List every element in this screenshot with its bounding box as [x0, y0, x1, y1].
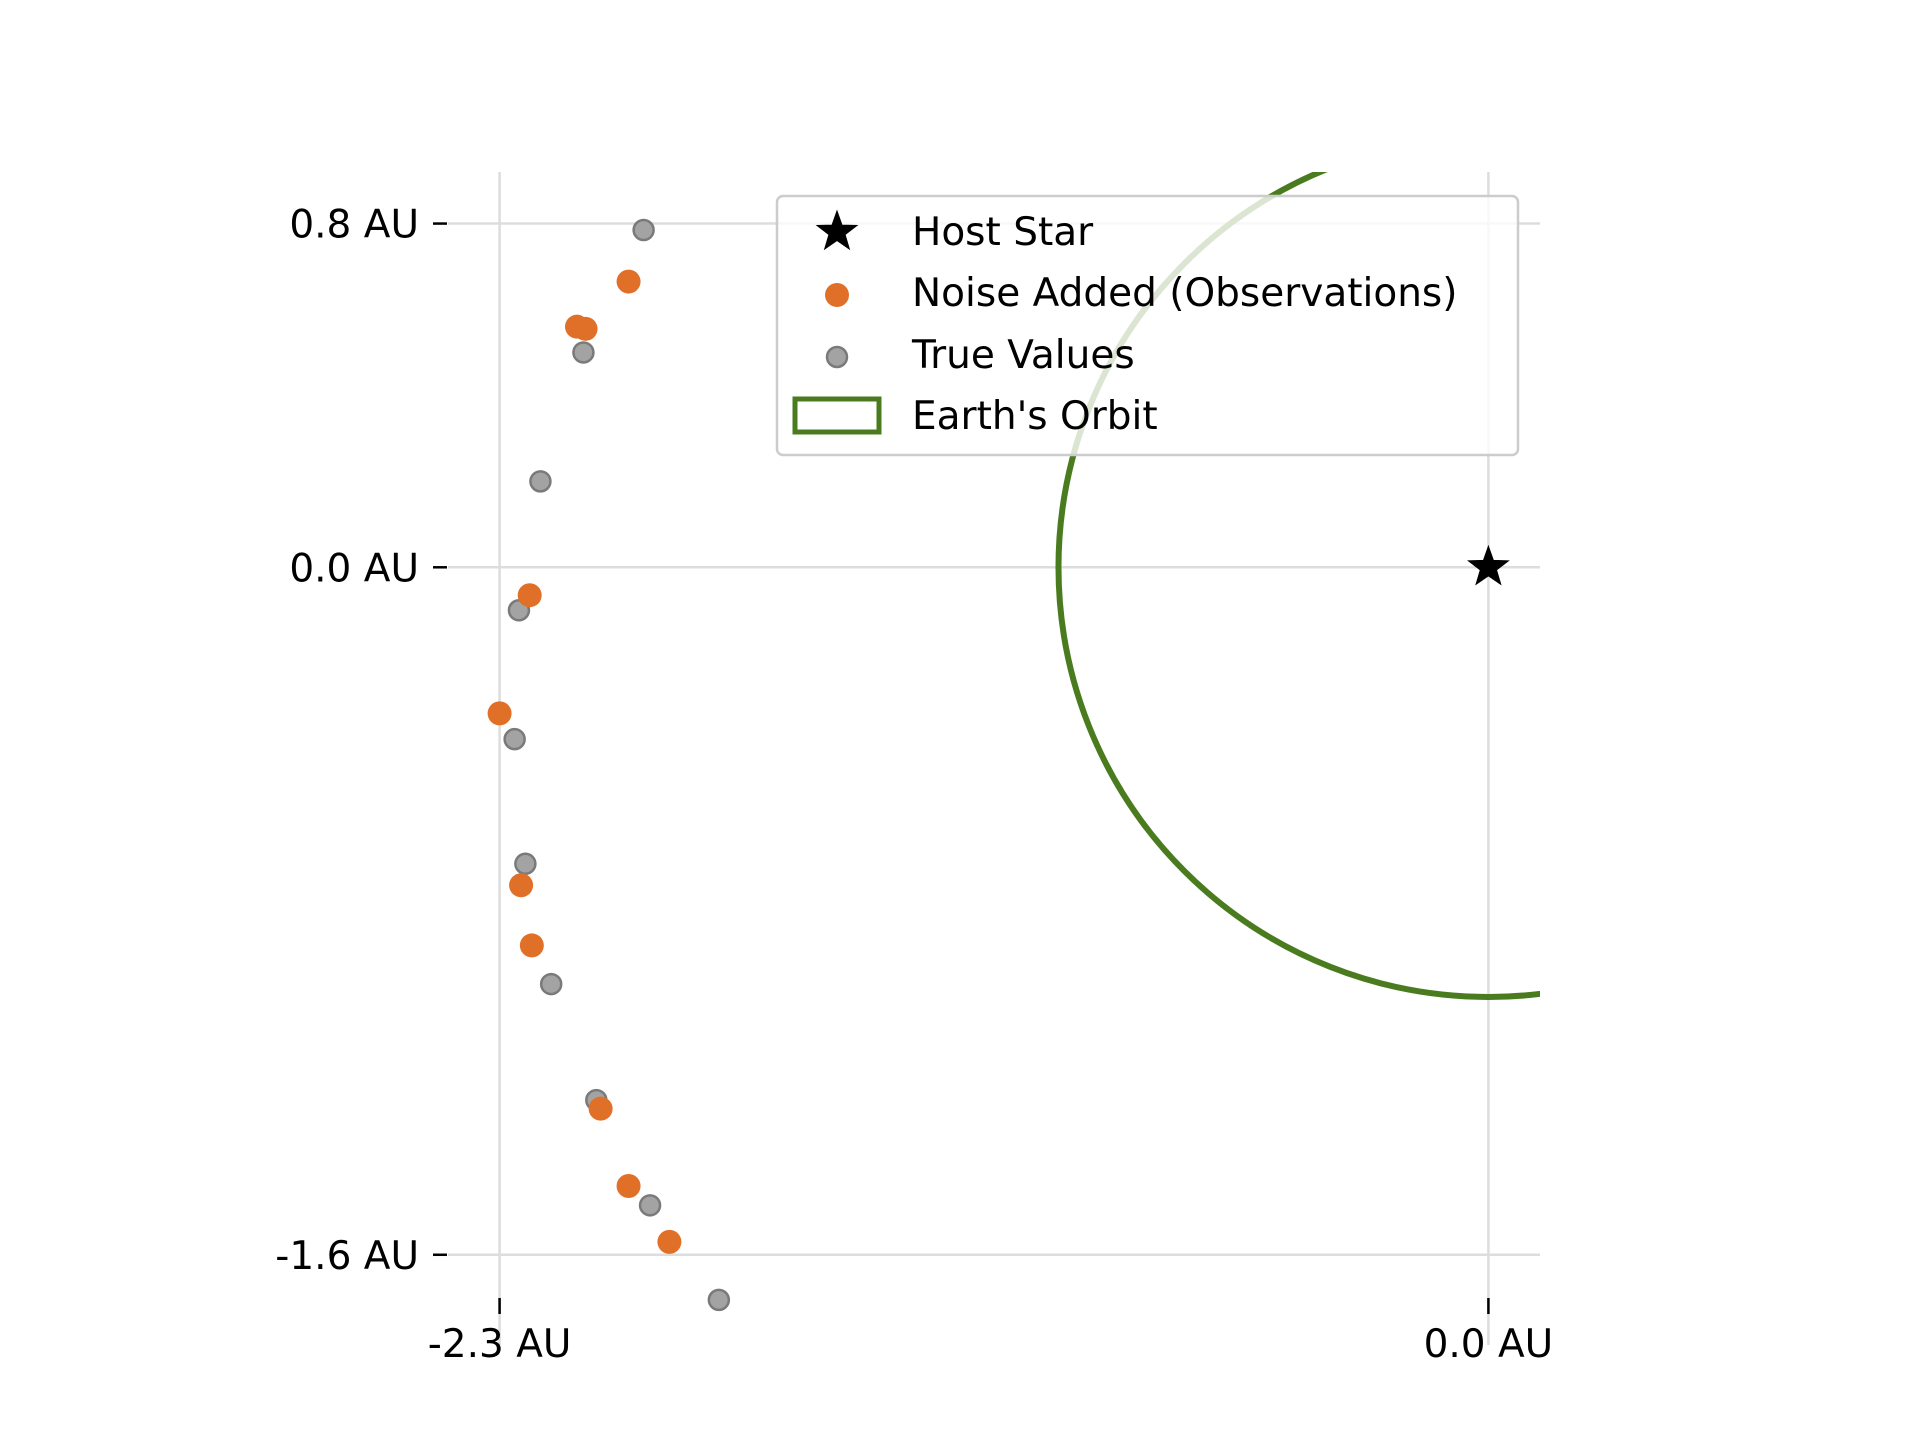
legend-noise-marker [825, 283, 849, 307]
true-value-point [632, 218, 655, 242]
host-star-layer [1467, 544, 1510, 586]
axes: -2.3 AU 0.0 AU 0.8 AU 0.0 AU -1.6 AU [275, 203, 1553, 1367]
noise-added-point [509, 873, 534, 898]
legend-item-true-values: True Values [825, 333, 1135, 378]
legend-item-noise-added: Noise Added (Observations) [825, 271, 1457, 316]
x-tick-label: 0.0 AU [1424, 1322, 1554, 1367]
true-value-point [529, 470, 552, 493]
noise-added-point [616, 269, 641, 294]
noise-added-point [616, 1174, 641, 1199]
legend-orbit-patch [792, 396, 882, 435]
legend-label-noise-added: Noise Added (Observations) [912, 271, 1457, 316]
true-value-point [514, 852, 537, 876]
noise-added-point [588, 1096, 613, 1121]
legend-label-earth-orbit: Earth's Orbit [912, 394, 1158, 439]
legend-frame [775, 194, 1520, 457]
x-tick-label: -2.3 AU [428, 1322, 572, 1367]
legend: Host Star Noise Added (Observations) Tru… [775, 194, 1520, 457]
host-star-marker [1467, 544, 1510, 586]
noise-added-point [573, 316, 598, 341]
noise-added-point [519, 933, 544, 958]
true-value-point [638, 1194, 662, 1217]
legend-item-host-star: Host Star [815, 209, 1094, 255]
true-value-point [707, 1288, 731, 1312]
legend-item-earth-orbit: Earth's Orbit [792, 394, 1158, 439]
noise-added-layer [487, 269, 682, 1254]
legend-star-icon [815, 209, 859, 251]
y-tick-label: -1.6 AU [275, 1234, 419, 1279]
true-value-point [503, 727, 526, 751]
noise-added-point [517, 583, 542, 608]
legend-label-host-star: Host Star [912, 210, 1094, 255]
true-values-layer [503, 218, 731, 1312]
y-tick-label: 0.8 AU [289, 203, 419, 248]
legend-true-marker [825, 345, 849, 369]
legend-label-true-values: True Values [911, 333, 1135, 378]
earth-orbit-layer [1055, 172, 1540, 1000]
noise-added-point [657, 1229, 682, 1254]
true-value-point [572, 341, 595, 364]
true-value-point [539, 972, 563, 996]
noise-added-point [487, 701, 512, 726]
y-tick-label: 0.0 AU [289, 546, 419, 591]
earth-orbit-circle [1055, 172, 1540, 1000]
